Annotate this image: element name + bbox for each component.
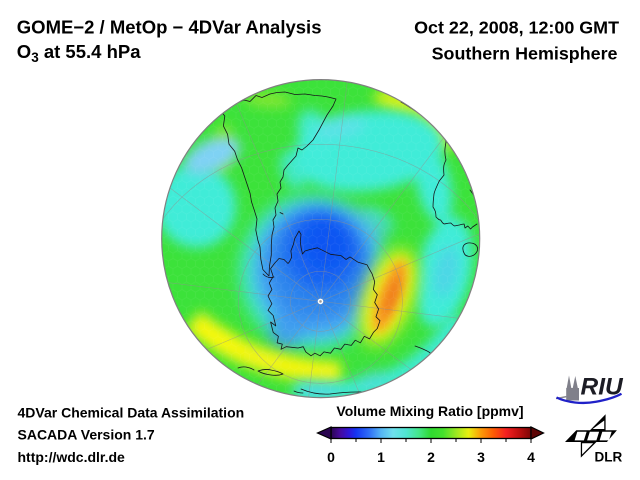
- svg-text:DLR: DLR: [595, 450, 623, 465]
- svg-text:Oct 22, 2008, 12:00 GMT: Oct 22, 2008, 12:00 GMT: [414, 17, 619, 37]
- svg-text:4DVar Chemical Data Assimilati: 4DVar Chemical Data Assimilation: [18, 405, 245, 421]
- svg-text:O3 at 55.4 hPa: O3 at 55.4 hPa: [17, 41, 141, 65]
- svg-text:Volume Mixing Ratio [ppmv]: Volume Mixing Ratio [ppmv]: [336, 403, 523, 419]
- svg-text:2: 2: [427, 449, 435, 465]
- svg-text:3: 3: [477, 449, 485, 465]
- svg-text:1: 1: [377, 449, 385, 465]
- svg-text:GOME−2 / MetOp − 4DVar Analysi: GOME−2 / MetOp − 4DVar Analysis: [17, 16, 322, 37]
- svg-text:0: 0: [327, 449, 335, 465]
- svg-text:Southern Hemisphere: Southern Hemisphere: [432, 43, 618, 63]
- svg-text:4: 4: [527, 449, 535, 465]
- svg-text:RIU: RIU: [581, 374, 625, 401]
- svg-text:http://wdc.dlr.de: http://wdc.dlr.de: [18, 449, 126, 465]
- svg-text:SACADA Version 1.7: SACADA Version 1.7: [18, 427, 155, 443]
